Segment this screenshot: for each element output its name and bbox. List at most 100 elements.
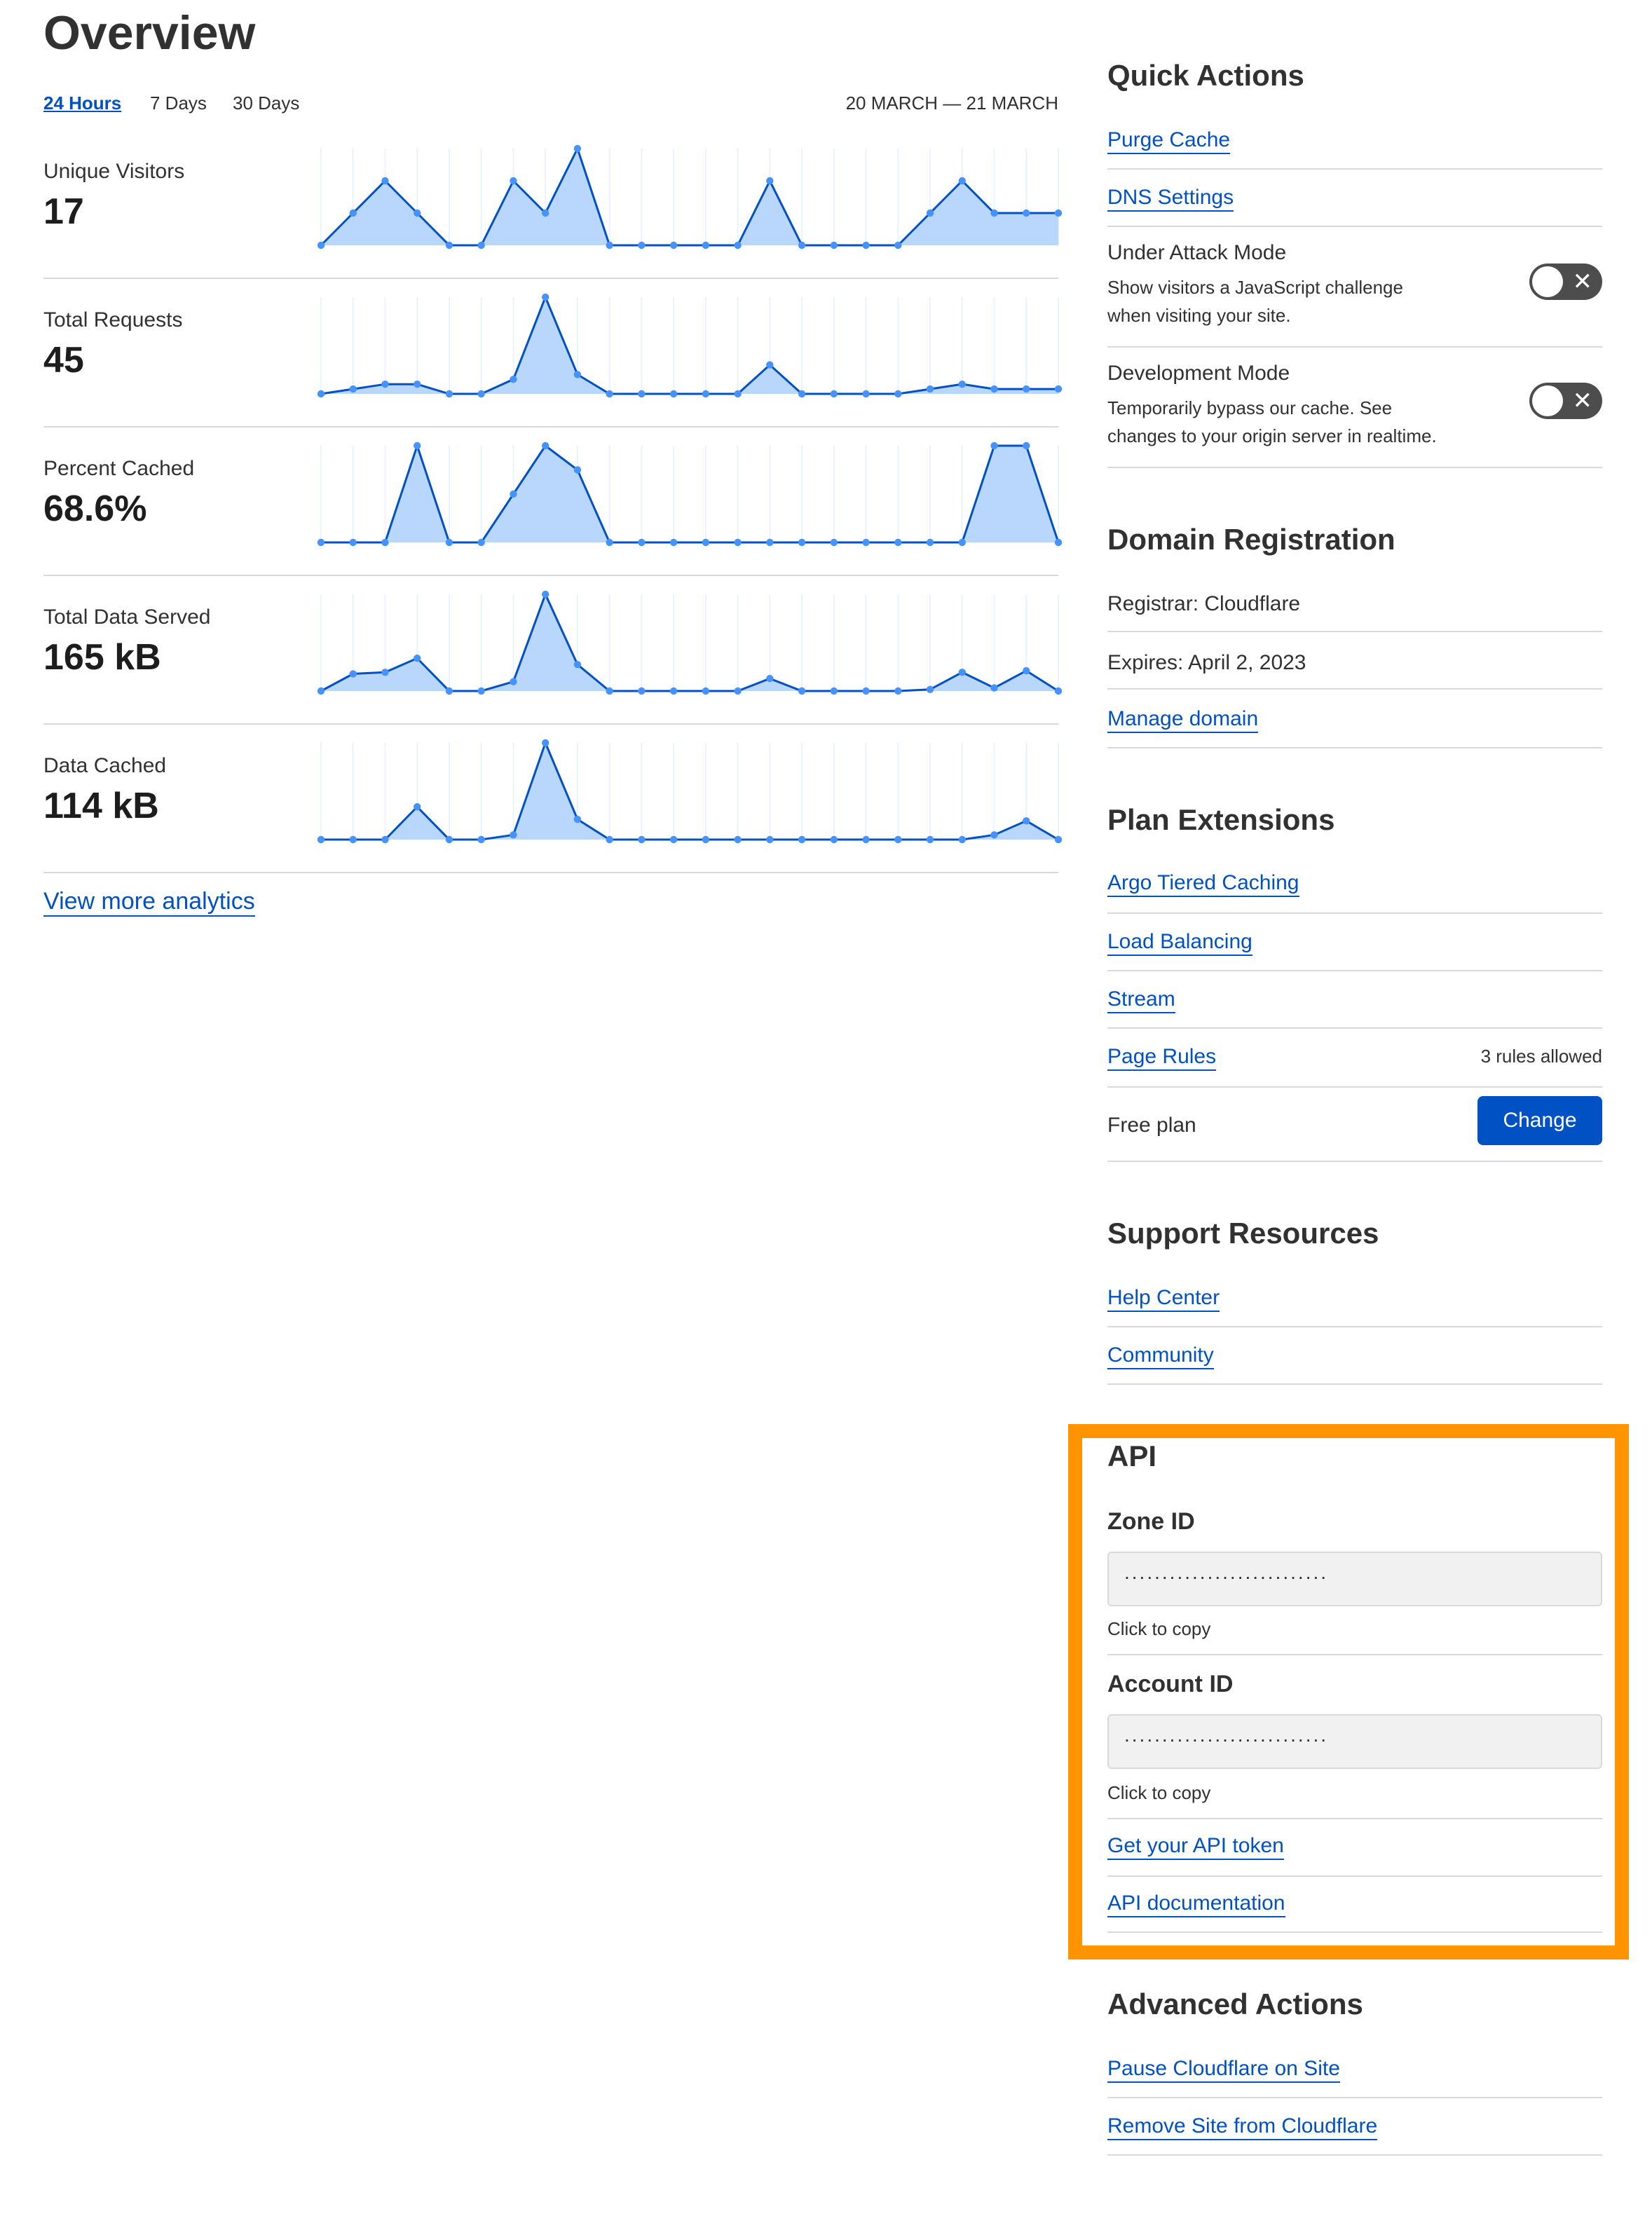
data-point[interactable] <box>926 685 934 693</box>
data-point[interactable] <box>862 538 870 547</box>
data-point[interactable] <box>926 835 934 844</box>
data-point[interactable] <box>862 241 870 249</box>
data-point[interactable] <box>381 835 389 844</box>
data-point[interactable] <box>1023 385 1030 393</box>
data-point[interactable] <box>638 835 646 844</box>
data-point[interactable] <box>349 209 357 217</box>
data-point[interactable] <box>573 466 582 474</box>
data-point[interactable] <box>830 538 838 547</box>
data-point[interactable] <box>798 687 806 695</box>
data-point[interactable] <box>445 835 453 844</box>
data-point[interactable] <box>958 177 966 185</box>
data-point[interactable] <box>381 177 389 185</box>
data-point[interactable] <box>830 687 838 695</box>
data-point[interactable] <box>445 241 453 249</box>
data-point[interactable] <box>766 674 774 683</box>
data-point[interactable] <box>862 687 870 695</box>
data-point[interactable] <box>573 660 582 669</box>
data-point[interactable] <box>958 538 966 547</box>
data-point[interactable] <box>541 590 549 598</box>
data-point[interactable] <box>541 739 549 747</box>
data-point[interactable] <box>798 241 806 249</box>
api-docs-link[interactable]: API documentation <box>1107 1891 1285 1917</box>
data-point[interactable] <box>510 678 517 685</box>
data-point[interactable] <box>541 209 549 217</box>
data-point[interactable] <box>990 831 998 839</box>
help-center-link[interactable]: Help Center <box>1107 1285 1220 1312</box>
zone-click-to-copy[interactable]: Click to copy <box>1107 1618 1211 1639</box>
data-point[interactable] <box>477 687 485 695</box>
data-point[interactable] <box>734 835 742 844</box>
data-point[interactable] <box>445 538 453 547</box>
data-point[interactable] <box>926 385 934 393</box>
data-point[interactable] <box>894 241 902 249</box>
data-point[interactable] <box>349 385 357 393</box>
page-rules-link[interactable]: Page Rules <box>1107 1044 1217 1071</box>
data-point[interactable] <box>414 442 421 450</box>
data-point[interactable] <box>990 385 998 393</box>
load-balancing-link[interactable]: Load Balancing <box>1107 929 1252 956</box>
data-point[interactable] <box>702 687 710 695</box>
data-point[interactable] <box>734 687 742 695</box>
data-point[interactable] <box>1054 687 1063 695</box>
data-point[interactable] <box>381 381 389 388</box>
data-point[interactable] <box>1054 209 1063 217</box>
data-point[interactable] <box>830 835 838 844</box>
data-point[interactable] <box>349 835 357 844</box>
data-point[interactable] <box>573 144 582 153</box>
data-point[interactable] <box>445 390 453 398</box>
data-point[interactable] <box>862 390 870 398</box>
manage-domain-link[interactable]: Manage domain <box>1107 706 1259 733</box>
data-point[interactable] <box>734 241 742 249</box>
data-point[interactable] <box>638 538 646 547</box>
data-point[interactable] <box>734 538 742 547</box>
data-point[interactable] <box>445 687 453 695</box>
data-point[interactable] <box>317 835 325 844</box>
data-point[interactable] <box>766 361 774 369</box>
data-point[interactable] <box>606 241 613 249</box>
tab-7-days[interactable]: 7 Days <box>150 93 207 114</box>
data-point[interactable] <box>766 177 774 185</box>
data-point[interactable] <box>894 538 902 547</box>
dev-mode-toggle[interactable]: ✕ <box>1529 383 1602 419</box>
change-plan-button[interactable]: Change <box>1477 1096 1602 1145</box>
data-point[interactable] <box>669 241 678 249</box>
data-point[interactable] <box>798 835 806 844</box>
data-point[interactable] <box>477 538 485 547</box>
data-point[interactable] <box>669 687 678 695</box>
data-point[interactable] <box>573 371 582 378</box>
data-point[interactable] <box>894 687 902 695</box>
data-point[interactable] <box>702 538 710 547</box>
data-point[interactable] <box>317 687 325 695</box>
account-id-field[interactable]: ........................... <box>1107 1714 1602 1769</box>
data-point[interactable] <box>638 241 646 249</box>
data-point[interactable] <box>414 655 421 662</box>
dns-settings-link[interactable]: DNS Settings <box>1107 185 1234 212</box>
data-point[interactable] <box>958 669 966 676</box>
data-point[interactable] <box>1023 442 1030 450</box>
zone-id-field[interactable]: ........................... <box>1107 1552 1602 1606</box>
account-click-to-copy[interactable]: Click to copy <box>1107 1782 1211 1803</box>
data-point[interactable] <box>1023 666 1030 675</box>
data-point[interactable] <box>638 390 646 398</box>
data-point[interactable] <box>926 538 934 547</box>
data-point[interactable] <box>477 835 485 844</box>
tab-24-hours[interactable]: 24 Hours <box>43 93 122 114</box>
data-point[interactable] <box>990 684 998 692</box>
data-point[interactable] <box>669 835 678 844</box>
purge-cache-link[interactable]: Purge Cache <box>1107 128 1231 154</box>
community-link[interactable]: Community <box>1107 1343 1214 1369</box>
data-point[interactable] <box>638 687 646 695</box>
data-point[interactable] <box>669 390 678 398</box>
data-point[interactable] <box>798 538 806 547</box>
data-point[interactable] <box>702 241 710 249</box>
data-point[interactable] <box>669 538 678 547</box>
data-point[interactable] <box>894 390 902 398</box>
data-point[interactable] <box>381 538 389 547</box>
tab-30-days[interactable]: 30 Days <box>233 93 300 114</box>
data-point[interactable] <box>606 538 613 547</box>
view-more-analytics-link[interactable]: View more analytics <box>43 887 255 917</box>
data-point[interactable] <box>414 803 421 811</box>
data-point[interactable] <box>510 831 517 839</box>
data-point[interactable] <box>606 390 613 398</box>
